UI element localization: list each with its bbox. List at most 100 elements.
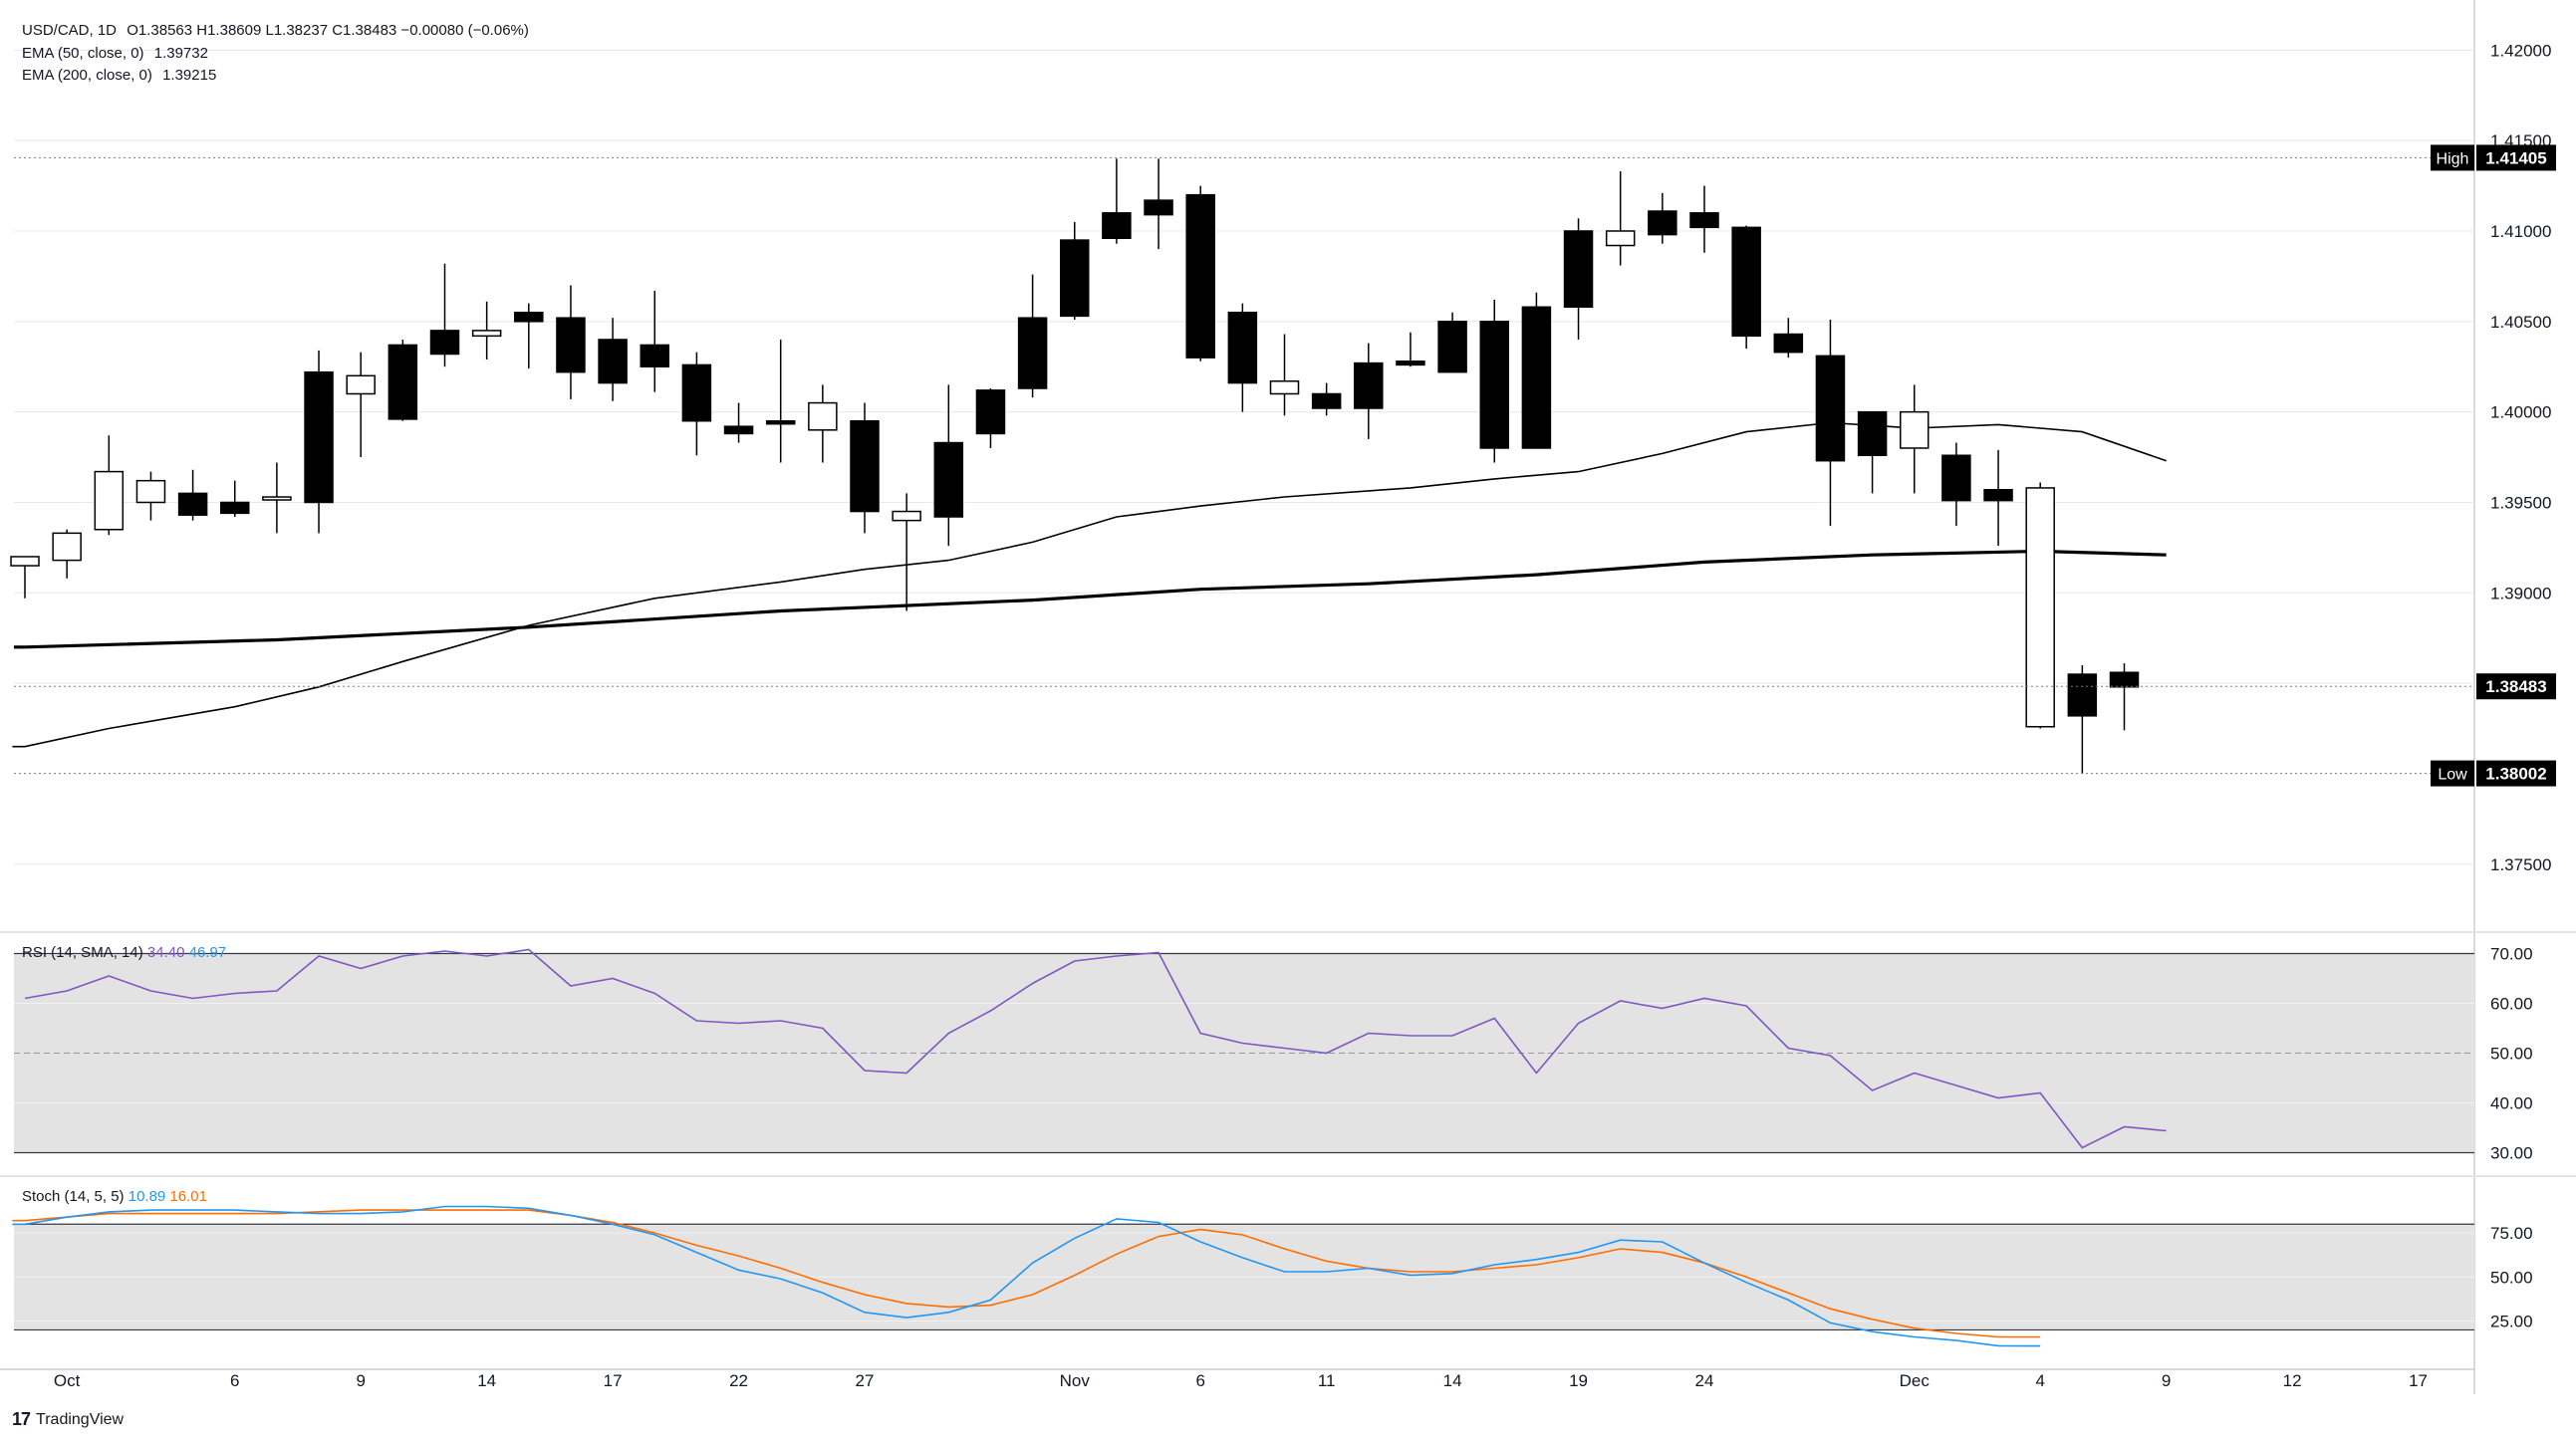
candle	[1227, 303, 1258, 412]
candle-body	[304, 370, 334, 504]
candle-body	[429, 330, 460, 356]
candle-body	[1017, 317, 1048, 389]
candle-body	[1354, 361, 1384, 409]
stoch-tick-label: 25.00	[2490, 1313, 2533, 1331]
grid	[0, 0, 2576, 1394]
candles	[10, 158, 2140, 774]
price-tick-label: 1.37500	[2490, 855, 2551, 874]
time-tick-label: 24	[1695, 1371, 1714, 1390]
candle	[2025, 482, 2055, 729]
candle-body	[52, 532, 82, 562]
candle	[177, 469, 208, 521]
candle-body	[892, 510, 921, 522]
candle	[850, 402, 880, 534]
rsi-series	[24, 948, 2167, 1149]
candle-body	[933, 441, 964, 518]
time-tick-label: Dec	[1900, 1371, 1931, 1390]
time-axis: Oct 6 9 14 17 22 27 Nov 6 11 14 19 24 Dec 4 9 12 17	[54, 1371, 2428, 1390]
candle	[1563, 218, 1594, 340]
candle-body	[556, 317, 586, 373]
ema50-series	[12, 421, 2167, 748]
candle	[94, 435, 125, 536]
candle-body	[220, 501, 250, 515]
time-tick-label: 4	[2035, 1371, 2044, 1390]
rsi-tick-label: 70.00	[2490, 945, 2533, 964]
ema200-value: 1.39215	[162, 67, 217, 84]
ema50-line	[12, 421, 2167, 748]
candle	[1354, 343, 1384, 439]
candle-body	[471, 330, 502, 338]
candle-body	[1731, 226, 1761, 338]
candle-body	[177, 492, 208, 516]
ema50-value: 1.39732	[153, 45, 208, 62]
candle	[1773, 318, 1804, 359]
stoch-tick-label: 50.00	[2490, 1268, 2533, 1287]
rsi-tick-label: 40.00	[2490, 1094, 2533, 1113]
candle	[556, 285, 586, 399]
candle-body	[10, 556, 40, 567]
candle-body	[1185, 193, 1215, 359]
candle	[1060, 221, 1090, 320]
candle	[1437, 312, 1467, 373]
symbol-label: USD/CAD, 1D	[22, 22, 118, 39]
candle-body	[1479, 321, 1509, 449]
candle-body	[1102, 212, 1132, 240]
marker-value-box	[2476, 673, 2556, 700]
tradingview-logo[interactable]: 17 TradingView	[12, 1409, 124, 1430]
candle-body	[1857, 410, 1888, 456]
candle-body	[850, 419, 880, 513]
price-tick-label: 1.42000	[2490, 41, 2551, 60]
ema200-legend: EMA (200, close, 0) 1.39215	[22, 67, 222, 84]
candle	[640, 290, 669, 392]
price-markers: 1.41405 High 1.38002 Low 1.38483	[14, 144, 2556, 787]
candle	[220, 480, 250, 518]
time-tick-label: 11	[1318, 1371, 1336, 1390]
candle-body	[1648, 210, 1677, 236]
stoch-d-value: 16.01	[169, 1188, 207, 1205]
candle	[723, 402, 754, 443]
candle-body	[135, 479, 166, 504]
candle	[681, 352, 712, 456]
rsi-tick-label: 50.00	[2490, 1045, 2533, 1064]
candle-body	[723, 425, 754, 435]
tradingview-logo-icon: 17	[12, 1409, 31, 1429]
price-tick-label: 1.39000	[2490, 584, 2551, 602]
candle-body	[765, 419, 796, 425]
marker-value: 1.41405	[2485, 148, 2546, 167]
rsi-label: RSI (14, SMA, 14)	[22, 944, 143, 961]
candle	[387, 339, 418, 421]
ema50-legend: EMA (50, close, 0) 1.39732	[22, 45, 214, 62]
candle-body	[681, 363, 712, 422]
candle	[1900, 384, 1930, 494]
candle	[304, 350, 334, 534]
marker-label-box	[2431, 760, 2474, 787]
candle-body	[640, 344, 669, 367]
candle	[1815, 320, 1846, 527]
candle	[1102, 158, 1132, 244]
candle-body	[1144, 199, 1173, 216]
candle	[1605, 171, 1636, 266]
candle	[429, 263, 460, 367]
candle-body	[94, 470, 125, 531]
marker-label: High	[2437, 150, 2469, 167]
symbol-header: USD/CAD, 1D O1.38563 H1.38609 L1.38237 C…	[22, 22, 535, 39]
time-tick-label: 12	[2283, 1371, 2302, 1390]
candle	[52, 529, 82, 579]
time-tick-label: 9	[356, 1371, 365, 1390]
stoch-series	[12, 1205, 2041, 1347]
candle	[1689, 185, 1719, 253]
ema50-label: EMA (50, close, 0)	[22, 45, 144, 62]
candle	[808, 384, 838, 463]
candle-body	[1563, 230, 1594, 309]
candle	[262, 462, 292, 534]
candle	[1311, 382, 1342, 416]
rsi-tick-label: 30.00	[2490, 1144, 2533, 1163]
time-tick-label: 19	[1569, 1371, 1588, 1390]
time-tick-label: 17	[2409, 1371, 2428, 1390]
candle-body	[1689, 212, 1719, 229]
candle	[1479, 300, 1509, 463]
candle-body	[1311, 392, 1342, 409]
candle	[2067, 664, 2098, 774]
time-tick-label: 17	[604, 1371, 623, 1390]
